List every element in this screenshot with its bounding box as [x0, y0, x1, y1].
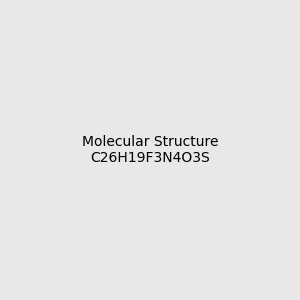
- Text: Molecular Structure
C26H19F3N4O3S: Molecular Structure C26H19F3N4O3S: [82, 135, 218, 165]
